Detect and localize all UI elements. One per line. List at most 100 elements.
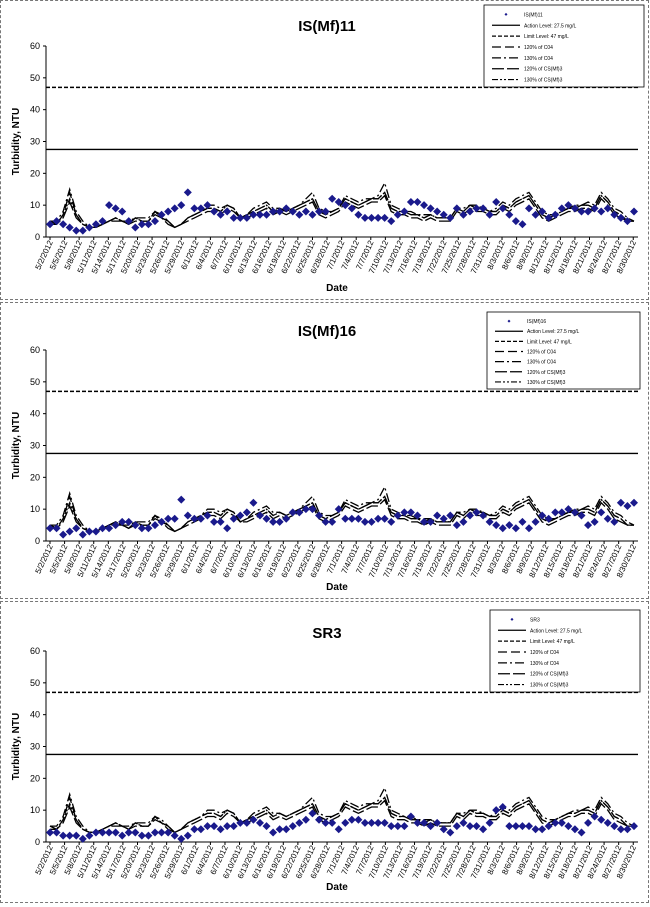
data-point — [269, 207, 278, 216]
data-point — [144, 831, 153, 840]
legend-box — [483, 4, 645, 88]
data-point — [452, 204, 461, 213]
legend-label: 130% of C04 — [524, 56, 553, 62]
data-point — [492, 521, 501, 530]
y-tick-label: 30 — [30, 137, 40, 147]
data-point — [413, 511, 422, 520]
data-point — [551, 508, 560, 517]
data-point — [118, 207, 127, 216]
data-point — [354, 514, 363, 523]
data-point — [531, 825, 540, 834]
x-axis-label: Date — [326, 582, 348, 593]
data-point — [131, 828, 140, 837]
data-point — [564, 505, 573, 514]
data-point — [242, 818, 251, 827]
y-tick-label: 30 — [30, 441, 40, 451]
data-point — [610, 210, 619, 219]
data-point — [400, 508, 409, 517]
data-point — [465, 822, 474, 831]
data-point — [472, 204, 481, 213]
data-point — [170, 514, 179, 523]
data-point — [269, 517, 278, 526]
data-point — [387, 517, 396, 526]
data-point — [321, 207, 330, 216]
y-tick-label: 50 — [30, 73, 40, 83]
data-point — [177, 834, 186, 843]
data-point — [413, 818, 422, 827]
data-point — [321, 818, 330, 827]
y-tick-label: 0 — [35, 837, 40, 847]
data-point — [465, 207, 474, 216]
data-point — [262, 822, 271, 831]
data-point — [439, 514, 448, 523]
data-point — [570, 825, 579, 834]
data-point — [557, 508, 566, 517]
data-point — [459, 210, 468, 219]
data-point — [223, 207, 232, 216]
legend-label: 120% of C04 — [524, 45, 553, 51]
data-point — [308, 505, 317, 514]
data-point — [301, 207, 310, 216]
data-point — [275, 825, 284, 834]
data-point — [492, 806, 501, 815]
legend-marker — [507, 319, 511, 323]
data-point — [91, 828, 100, 837]
data-point — [196, 825, 205, 834]
y-axis-label: Turbidity, NTU — [11, 108, 22, 175]
data-point — [341, 201, 350, 210]
data-point — [354, 210, 363, 219]
data-point — [288, 508, 297, 517]
data-point — [505, 521, 514, 530]
data-point — [203, 511, 212, 520]
y-tick-label: 0 — [35, 232, 40, 242]
data-point — [393, 822, 402, 831]
data-point — [210, 822, 219, 831]
data-point — [420, 818, 429, 827]
data-point — [544, 514, 553, 523]
data-point — [590, 812, 599, 821]
data-point — [328, 517, 337, 526]
legend-label: 130% of C04 — [527, 360, 556, 366]
legend-label: 120% of C04 — [527, 350, 556, 356]
data-point — [98, 828, 107, 837]
data-point — [446, 828, 455, 837]
series-line — [49, 191, 634, 229]
data-point — [105, 524, 114, 533]
data-point — [124, 517, 133, 526]
data-point — [380, 818, 389, 827]
data-point — [347, 815, 356, 824]
data-point — [157, 517, 166, 526]
data-point — [157, 828, 166, 837]
data-point — [393, 210, 402, 219]
data-point — [525, 822, 534, 831]
data-point — [426, 204, 435, 213]
data-point — [183, 511, 192, 520]
data-point — [118, 517, 127, 526]
data-point — [72, 524, 81, 533]
data-point — [498, 802, 507, 811]
data-point — [315, 207, 324, 216]
data-point — [65, 831, 74, 840]
data-point — [584, 521, 593, 530]
data-point — [249, 815, 258, 824]
data-point — [52, 217, 61, 226]
legend-marker — [504, 12, 508, 16]
data-point — [150, 217, 159, 226]
data-point — [374, 213, 383, 222]
data-point — [360, 213, 369, 222]
data-point — [347, 514, 356, 523]
data-point — [275, 207, 284, 216]
data-point — [105, 828, 114, 837]
data-point — [400, 207, 409, 216]
data-point — [328, 194, 337, 203]
data-point — [472, 822, 481, 831]
data-point — [328, 818, 337, 827]
data-point — [288, 822, 297, 831]
data-point — [321, 517, 330, 526]
data-point — [538, 825, 547, 834]
data-point — [196, 514, 205, 523]
data-point — [308, 809, 317, 818]
data-point — [380, 213, 389, 222]
data-point — [406, 812, 415, 821]
data-point — [46, 220, 54, 229]
